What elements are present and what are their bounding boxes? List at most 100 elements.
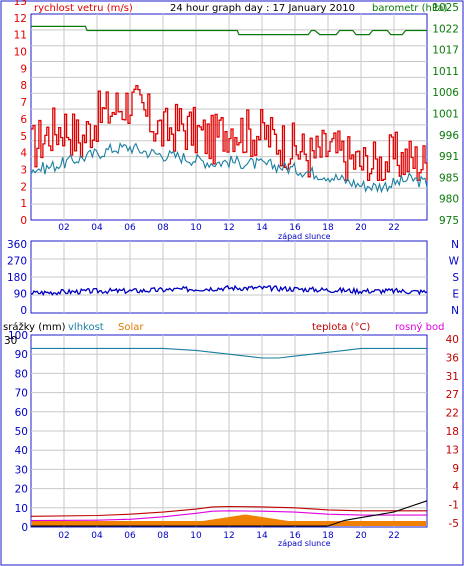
humidity-tick-label: 30 (15, 464, 28, 476)
left-tick-label: 0 (20, 305, 27, 317)
humidity-tick-label: 100 (8, 330, 28, 342)
hour-tick-label: 04 (91, 531, 103, 541)
temperature-tick-label: 31 (446, 371, 459, 383)
hour-tick-label: 22 (388, 531, 399, 541)
humidity-tick-label: 20 (15, 484, 28, 496)
temperature-tick-label: 36 (446, 352, 460, 364)
humidity-line (31, 347, 427, 359)
hour-tick-label: 16 (289, 531, 301, 541)
wind-speed-line (31, 84, 428, 182)
humidity-tick-label: 10 (15, 503, 28, 515)
hour-tick-label: 14 (256, 531, 268, 541)
hour-tick-label: 02 (58, 531, 69, 541)
hour-tick-label: 10 (190, 531, 202, 541)
left-tick-label: 2 (20, 181, 27, 193)
left-tick-label: 9 (20, 63, 27, 75)
right-tick-label: 980 (439, 194, 459, 206)
dewpoint-label: rosný bod (395, 321, 444, 333)
temperature-tick-label: 18 (446, 426, 459, 438)
temperature-tick-label: 9 (452, 463, 459, 475)
hour-tick-label: 12 (223, 531, 234, 541)
hour-tick-label: 06 (124, 531, 136, 541)
left-tick-label: 4 (20, 148, 27, 160)
dewpoint-line (30, 510, 427, 522)
temperature-tick-label: 13 (446, 444, 459, 456)
solar-area (31, 514, 427, 522)
compass-tick-label: N (451, 305, 459, 317)
left-tick-label: 270 (7, 256, 27, 268)
humidity-tick-label: 80 (15, 368, 28, 380)
solar-base-band (32, 521, 426, 526)
temperature-tick-label: 22 (446, 408, 459, 420)
right-tick-label: 1022 (432, 23, 459, 35)
sunset-label-top: západ slunce (278, 232, 331, 241)
left-tick-label: 90 (14, 289, 27, 301)
direction-panel-grid (31, 241, 427, 313)
left-tick-label: 7 (20, 97, 27, 109)
compass-tick-label: N (451, 239, 459, 251)
left-tick-label: 8 (20, 80, 27, 92)
left-tick-label: 5 (20, 131, 27, 143)
temperature-tick-label: 40 (446, 334, 459, 346)
left-tick-label: 6 (20, 114, 27, 126)
left-tick-label: 180 (7, 272, 27, 284)
left-tick-label: 0 (20, 215, 27, 227)
humidity-tick-label: 40 (15, 445, 28, 457)
left-tick-label: 1 (20, 198, 27, 210)
temperature-tick-label: 27 (446, 389, 459, 401)
wind-average-line (30, 141, 428, 194)
humidity-label: vlhkost (68, 322, 104, 333)
right-tick-label: 985 (439, 172, 459, 184)
wind-speed-label: rychlost vetru (m/s) (34, 3, 133, 14)
temperature-label: teplota (°C) (312, 322, 370, 333)
right-tick-label: 975 (439, 215, 459, 227)
hour-tick-label: 18 (322, 223, 334, 233)
right-tick-label: 1017 (432, 45, 459, 57)
humidity-tick-label: 50 (15, 426, 28, 438)
hour-tick-label: 16 (289, 223, 301, 233)
left-tick-label: 12 (14, 13, 27, 25)
rain-tick-label: 30 (4, 335, 17, 347)
rain-line (31, 500, 428, 527)
hour-tick-label: 14 (256, 223, 268, 233)
left-tick-label: 10 (14, 47, 27, 59)
hour-tick-label: 10 (190, 223, 202, 233)
pressure-line (31, 25, 427, 36)
left-tick-label: 3 (20, 164, 27, 176)
humidity-tick-label: 70 (15, 388, 28, 400)
right-tick-label: 1025 (432, 2, 459, 14)
humidity-tick-label: 90 (15, 349, 28, 361)
right-tick-label: 991 (439, 151, 459, 163)
hour-tick-label: 06 (124, 223, 136, 233)
hour-tick-label: 12 (223, 223, 234, 233)
right-tick-label: 996 (439, 130, 459, 142)
hour-tick-label: 22 (388, 223, 399, 233)
wind-panel-grid (31, 14, 427, 220)
chart-title: 24 hour graph day : 17 January 2010 (170, 3, 355, 14)
humidity-tick-label: 60 (15, 407, 28, 419)
solar-label: Solar (118, 322, 144, 333)
hour-tick-label: 02 (58, 223, 69, 233)
hour-tick-label: 08 (157, 223, 169, 233)
compass-tick-label: S (452, 272, 459, 284)
temperature-line (30, 505, 427, 517)
hour-tick-label: 20 (355, 531, 367, 541)
wind-hour-axis: 02 04 06 08 10 12 14 16 18 20 22 (58, 223, 399, 233)
left-tick-label: 13 (14, 0, 27, 8)
temperature-tick-label: 4 (452, 481, 459, 493)
rain-label: srážky (mm) (3, 321, 66, 333)
pressure-label: barometr (hPa) (372, 3, 448, 14)
hour-tick-label: 04 (91, 223, 103, 233)
right-tick-label: 1006 (432, 87, 459, 99)
direction-left-axis: 360 270 180 90 0 (7, 239, 27, 317)
hour-tick-label: 08 (157, 531, 169, 541)
hour-tick-label: 20 (355, 223, 367, 233)
wind-direction-line (30, 284, 428, 297)
bottom-right-axis: 40 36 31 27 22 18 13 9 4 -1 -5 (446, 334, 460, 530)
bottom-hour-axis: 02 04 06 08 10 12 14 16 18 20 22 (58, 531, 399, 541)
wind-right-axis: 1025 1022 1017 1011 1006 1001 996 991 985 980 975 (432, 2, 459, 227)
temperature-tick-label: -1 (449, 500, 459, 512)
